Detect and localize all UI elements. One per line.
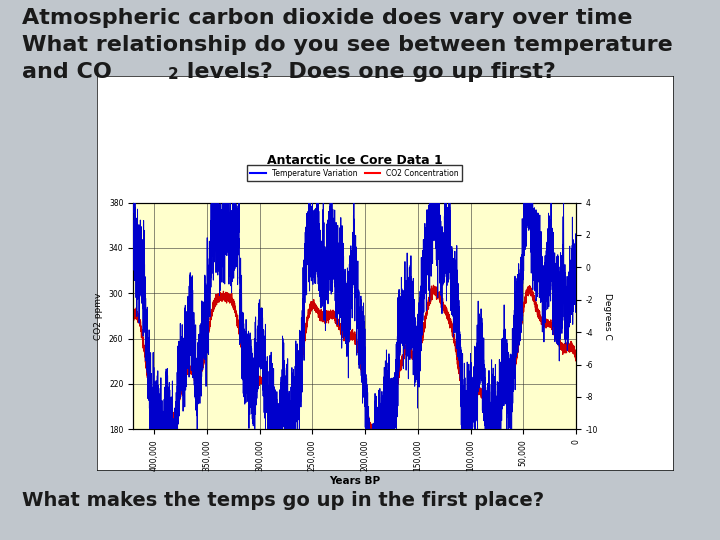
- Title: Antarctic Ice Core Data 1: Antarctic Ice Core Data 1: [266, 153, 443, 167]
- Text: and CO: and CO: [22, 62, 112, 82]
- Text: 2: 2: [168, 67, 179, 82]
- Text: What makes the temps go up in the first place?: What makes the temps go up in the first …: [22, 491, 544, 510]
- Y-axis label: Degrees C: Degrees C: [603, 293, 612, 339]
- Text: What relationship do you see between temperature: What relationship do you see between tem…: [22, 35, 672, 55]
- Text: levels?  Does one go up first?: levels? Does one go up first?: [179, 62, 555, 82]
- X-axis label: Years BP: Years BP: [329, 476, 380, 486]
- Text: Atmospheric carbon dioxide does vary over time: Atmospheric carbon dioxide does vary ove…: [22, 8, 632, 28]
- Legend: Temperature Variation, CO2 Concentration: Temperature Variation, CO2 Concentration: [247, 165, 462, 180]
- Y-axis label: CO2 ppmv: CO2 ppmv: [94, 292, 103, 340]
